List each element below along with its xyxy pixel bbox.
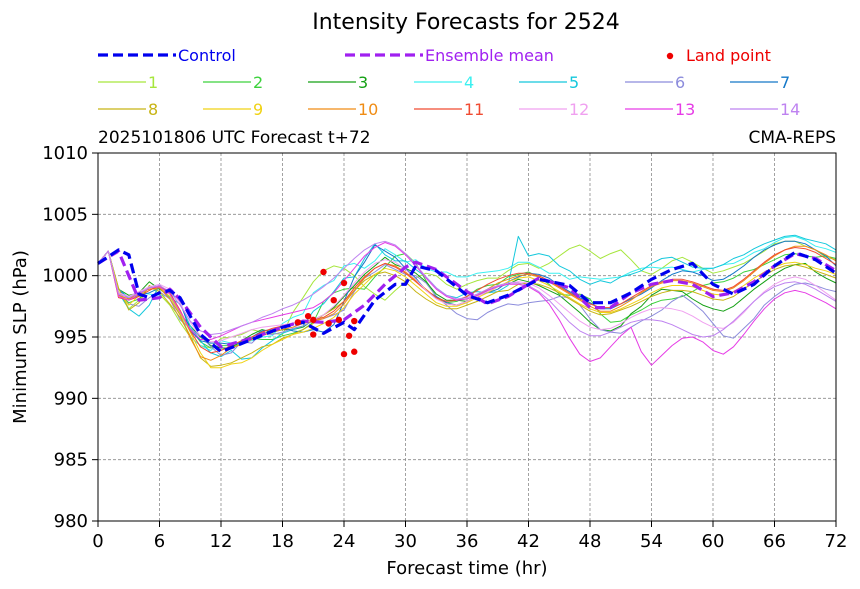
legend-member-label: 5 [569, 73, 579, 92]
legend-member-label: 8 [148, 100, 158, 119]
land-point-marker [351, 348, 358, 355]
x-tick-label: 48 [579, 531, 602, 552]
land-point-marker [340, 279, 348, 287]
y-tick-label: 1005 [42, 204, 88, 225]
legend-member-label: 2 [253, 73, 263, 92]
grid [98, 153, 836, 521]
legend-member-label: 14 [780, 100, 800, 119]
member-line-14 [97, 240, 837, 338]
legend-land-label: Land point [686, 46, 771, 65]
member-line-11 [97, 247, 837, 354]
land-point-marker [310, 316, 317, 324]
member-line-12 [97, 250, 837, 343]
x-tick-label: 0 [92, 531, 103, 552]
land-point-marker [330, 297, 337, 304]
land-point-marker [351, 317, 358, 325]
land-point-marker [340, 350, 348, 358]
x-tick-label: 72 [825, 531, 848, 552]
chart-title: Intensity Forecasts for 2524 [312, 10, 620, 35]
control-line [97, 248, 837, 354]
land-point-marker [304, 312, 312, 320]
x-tick-label: 24 [333, 531, 356, 552]
legend-control-label: Control [178, 46, 236, 65]
land-point-marker [320, 268, 327, 276]
legend-member-label: 13 [675, 100, 695, 119]
x-tick-label: 42 [517, 531, 540, 552]
x-tick-label: 18 [271, 531, 294, 552]
legend-member-label: 9 [253, 100, 263, 119]
x-tick-label: 54 [640, 531, 663, 552]
y-axis-label: Minimum SLP (hPa) [10, 250, 31, 424]
y-tick-label: 1010 [42, 143, 88, 164]
x-tick-label: 60 [702, 531, 725, 552]
land-point-marker [310, 331, 317, 338]
x-axis-label: Forecast time (hr) [386, 558, 547, 579]
legend-land-swatch [666, 52, 674, 60]
land-point-marker [294, 319, 302, 326]
axis-ticks: 0 6 12 18 24 30 36 42 48 54 60 66 72 980 985 990 995 1000… [42, 143, 847, 552]
legend-mean-label: Ensemble mean [425, 46, 554, 65]
y-tick-label: 985 [54, 450, 88, 471]
member-line-9 [97, 250, 837, 369]
x-tick-label: 66 [763, 531, 786, 552]
ensemble-mean-line [97, 249, 837, 349]
y-tick-label: 990 [54, 388, 88, 409]
subtitle-left: 2025101806 UTC Forecast t+72 [98, 128, 371, 148]
legend-member-label: 4 [464, 73, 474, 92]
y-tick-label: 980 [54, 511, 88, 532]
land-point-marker [335, 316, 343, 324]
x-tick-label: 6 [154, 531, 165, 552]
subtitle-right: CMA-REPS [748, 128, 836, 148]
land-point-marker [345, 332, 353, 339]
legend-member-label: 3 [358, 73, 368, 92]
y-tick-label: 995 [54, 327, 88, 348]
member-line-13 [97, 242, 837, 366]
series-group [97, 234, 837, 369]
x-tick-label: 36 [456, 531, 479, 552]
legend-member-label: 12 [569, 100, 589, 119]
legend-member-label: 6 [675, 73, 685, 92]
legend-member-label: 11 [464, 100, 484, 119]
legend-member-label: 1 [148, 73, 158, 92]
land-point-marker [325, 320, 332, 327]
member-line-1 [97, 240, 837, 349]
legend-member-label: 7 [780, 73, 790, 92]
member-line-8 [97, 250, 837, 367]
x-tick-label: 12 [210, 531, 233, 552]
land-points-group [294, 268, 358, 358]
legend-member-label: 10 [358, 100, 378, 119]
y-tick-label: 1000 [42, 266, 88, 287]
x-tick-label: 30 [394, 531, 417, 552]
